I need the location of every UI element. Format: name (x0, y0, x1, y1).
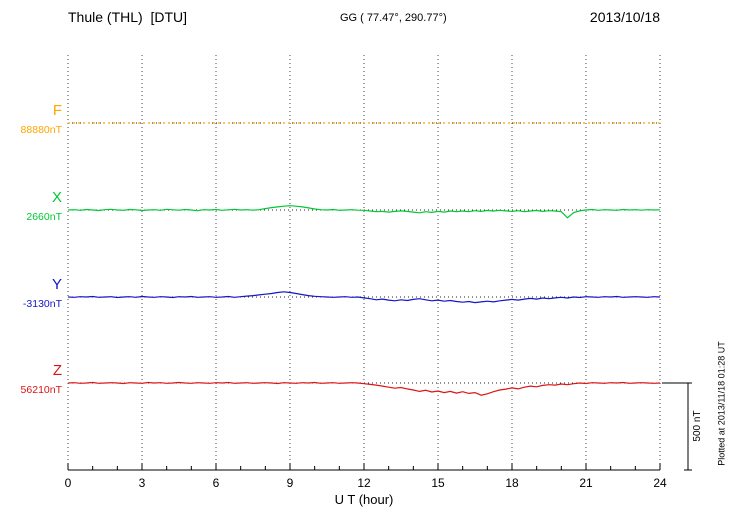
station-title: Thule (THL) [DTU] (68, 9, 188, 25)
trace-z (67, 381, 661, 396)
series-f-baseline-value: 88880nT (20, 124, 62, 136)
series-y-name: Y (51, 276, 62, 293)
x-tick-label: 18 (505, 476, 519, 490)
x-tick-label: 24 (653, 476, 667, 490)
trace-x (67, 205, 661, 219)
series-z-baseline-value: 56210nT (20, 384, 62, 396)
x-tick-label: 3 (138, 476, 146, 490)
series-y-baseline-value: -3130nT (22, 298, 62, 310)
series-x-name: X (51, 189, 62, 206)
x-axis-label: U T (hour) (334, 492, 394, 507)
scale-bar-label: 500 nT (692, 410, 703, 442)
series-label-z: Z 56210nT (2, 363, 62, 396)
x-tick-label: 21 (579, 476, 593, 490)
plot-timestamp: Plotted at 2013/11/18 01:28 UT (716, 341, 727, 466)
trace-y (67, 291, 661, 304)
series-f-name: F (52, 102, 62, 119)
x-tick-label: 0 (64, 476, 72, 490)
date-label: 2013/10/18 (589, 9, 660, 25)
x-tick-label: 15 (431, 476, 445, 490)
series-z-name: Z (52, 362, 62, 379)
series-label-y: Y -3130nT (2, 277, 62, 310)
series-label-x: X 2660nT (2, 190, 62, 223)
coordinates-label: GG ( 77.47°, 290.77°) (340, 12, 447, 24)
x-tick-label: 6 (212, 476, 220, 490)
x-tick-label: 12 (357, 476, 371, 490)
x-tick-label: 9 (286, 476, 294, 490)
series-x-baseline-value: 2660nT (26, 211, 62, 223)
series-label-f: F 88880nT (2, 103, 62, 136)
